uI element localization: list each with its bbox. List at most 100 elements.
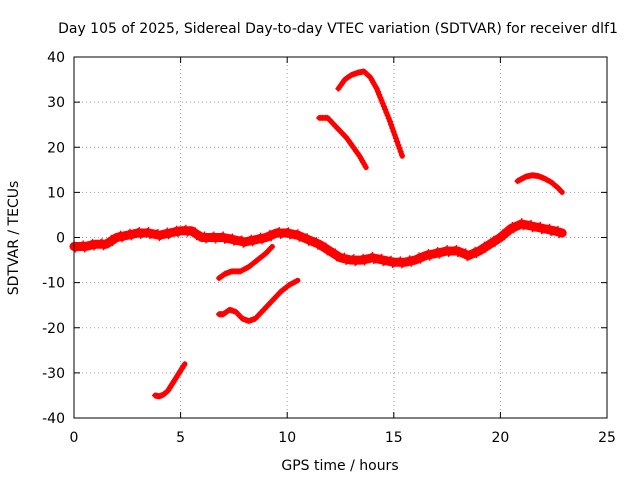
data-point: [341, 252, 348, 259]
data-point: [391, 131, 398, 138]
data-point: [392, 135, 399, 142]
data-point: [368, 253, 375, 260]
data-point: [228, 234, 235, 241]
series-main-band: [69, 217, 567, 269]
data-point: [410, 258, 417, 265]
data-point: [145, 226, 152, 233]
data-point: [358, 255, 365, 262]
data-point: [405, 256, 412, 263]
data-point: [425, 248, 432, 255]
y-tick-label: 10: [47, 185, 65, 201]
data-point: [394, 138, 401, 145]
data-point: [340, 253, 347, 260]
data-point: [98, 238, 105, 245]
data-point: [553, 226, 560, 233]
data-point: [390, 128, 397, 135]
data-point: [424, 250, 431, 257]
data-point: [162, 228, 169, 235]
data-point: [182, 224, 189, 231]
x-tick-label: 5: [176, 430, 185, 446]
data-point: [116, 231, 123, 238]
x-tick-label: 25: [598, 430, 616, 446]
data-point: [117, 230, 124, 237]
data-point: [434, 247, 441, 254]
data-point: [274, 227, 281, 234]
data-point: [386, 256, 393, 263]
series-arc-low: [152, 361, 188, 400]
data-point: [472, 246, 479, 253]
data-point: [395, 141, 402, 148]
data-point: [126, 228, 133, 235]
data-point: [304, 233, 311, 240]
data-point: [369, 251, 376, 258]
data-point: [276, 226, 283, 233]
data-point: [481, 241, 488, 248]
data-point: [396, 257, 403, 264]
data-point: [266, 229, 273, 236]
series-arc-mid-1: [215, 243, 275, 282]
chart-title: Day 105 of 2025, Sidereal Day-to-day VTE…: [58, 21, 618, 37]
data-point: [172, 226, 179, 233]
y-tick-label: 40: [47, 50, 65, 66]
data-point: [558, 188, 565, 195]
data-point: [444, 245, 451, 252]
data-point: [322, 242, 329, 249]
data-point: [267, 245, 274, 252]
y-axis-ticks: -40 -30 -20 -10 0 10 20 30 40: [42, 50, 607, 427]
data-point: [89, 238, 96, 245]
data-point: [186, 228, 193, 235]
data-point: [554, 225, 561, 232]
data-point: [97, 239, 104, 246]
data-point: [398, 152, 405, 159]
data-point: [101, 243, 108, 250]
data-point: [293, 229, 300, 236]
data-point: [134, 227, 141, 234]
y-axis-label: SDTVAR / TECUs: [6, 181, 22, 296]
x-tick-label: 15: [385, 430, 403, 446]
data-point: [293, 277, 300, 284]
series-band: [316, 115, 369, 171]
data-point: [80, 240, 87, 247]
data-point: [229, 233, 236, 240]
data-point: [285, 227, 292, 234]
data-point: [558, 230, 565, 237]
data-point: [210, 231, 217, 238]
data-point: [383, 109, 390, 116]
data-point: [238, 235, 245, 242]
data-point: [377, 94, 384, 101]
data-point: [201, 231, 208, 238]
data-point: [181, 361, 188, 368]
data-point: [452, 246, 459, 253]
data-point: [442, 246, 449, 253]
data-point: [546, 223, 553, 230]
data-point: [545, 224, 552, 231]
data-point: [389, 125, 396, 132]
data-point: [284, 227, 291, 234]
data-point: [526, 220, 533, 227]
data-point: [374, 88, 381, 95]
data-point: [386, 118, 393, 125]
data-point: [462, 248, 469, 255]
data-point: [125, 229, 132, 236]
data-point: [388, 255, 395, 262]
data-point: [218, 232, 225, 239]
y-tick-label: -40: [42, 411, 65, 427]
data-point: [377, 254, 384, 261]
data-point: [181, 225, 188, 232]
data-point: [518, 217, 525, 224]
data-point: [378, 97, 385, 104]
data-point: [268, 243, 275, 250]
data-point: [350, 254, 357, 261]
data-point: [397, 148, 404, 155]
data-point: [153, 229, 160, 236]
data-point: [433, 248, 440, 255]
data-point: [528, 219, 535, 226]
data-point: [108, 234, 115, 241]
data-point: [509, 221, 516, 228]
data-point: [406, 255, 413, 262]
data-point: [154, 228, 161, 235]
series-arc-upper-1: [335, 68, 405, 159]
data-point: [88, 240, 95, 247]
y-tick-label: 30: [47, 95, 65, 111]
series-arc-right: [514, 172, 565, 195]
